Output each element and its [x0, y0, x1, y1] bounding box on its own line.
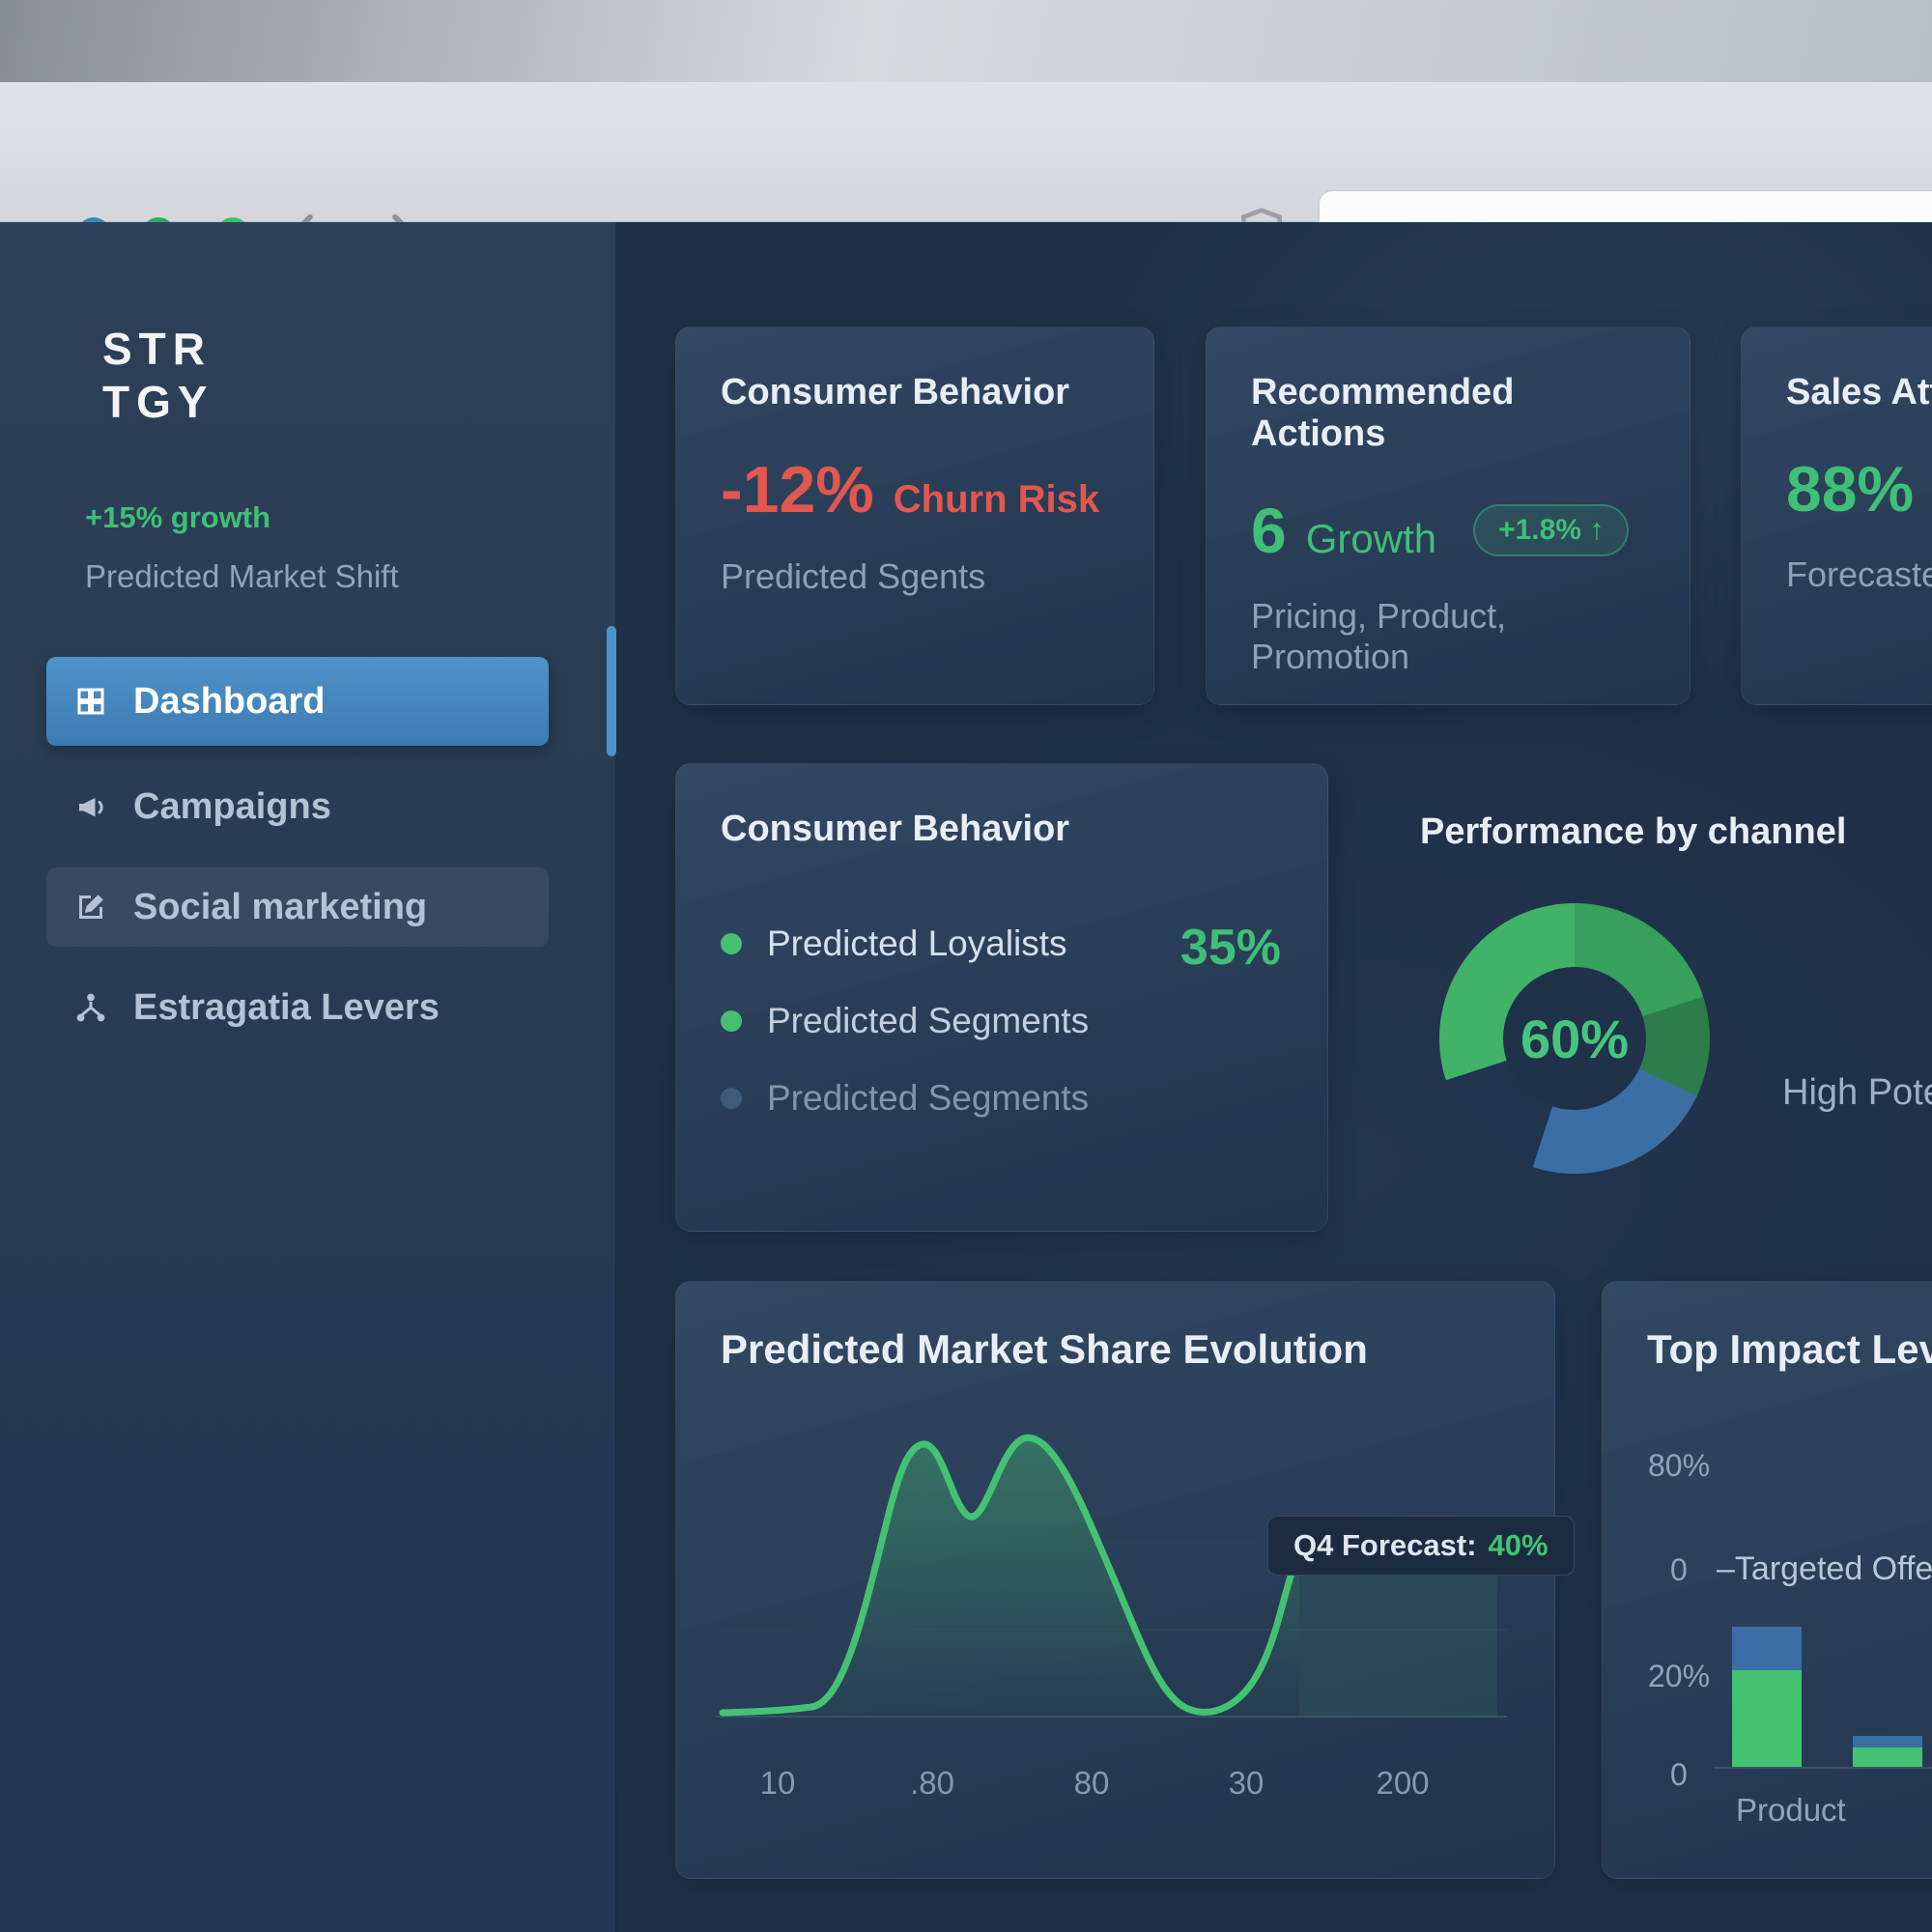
legend-dot-green-icon [721, 933, 742, 954]
card-title: Top Impact Levers [1647, 1326, 1932, 1372]
bar-cap-blue [1853, 1736, 1922, 1747]
x-axis-label: 80 [1073, 1765, 1110, 1801]
kpi-value-label: Churn Risk [893, 478, 1100, 521]
screen-top-gradient [0, 0, 1932, 82]
edit-icon [79, 895, 103, 919]
kpi-value-label: Growth [1305, 516, 1437, 561]
legend-dot-green-icon [721, 1010, 742, 1032]
x-axis-label: 200 [1376, 1765, 1430, 1801]
sidebar: STR TGY +15% growth Predicted Market Shi… [0, 222, 616, 1932]
y-axis-label: 80% [1648, 1448, 1711, 1483]
card-title: Sales Attribution [1786, 372, 1932, 412]
card-title: Recommended Actions [1251, 372, 1515, 454]
donut-center-value: 60% [1520, 1008, 1630, 1069]
trend-badge: +1.8% ↑ [1473, 504, 1630, 556]
bar-body-green [1853, 1747, 1922, 1767]
sidebar-item-label: Campaigns [133, 785, 331, 827]
kpi-subtitle: Forecasted [1786, 554, 1932, 594]
sidebar-item-dashboard[interactable]: Dashboard [46, 657, 549, 746]
card-title: Predicted Market Share Evolution [721, 1326, 1368, 1372]
card-market-share-evolution: Predicted Market Share Evolution Q4 Fore… [675, 1281, 1575, 1879]
active-nav-indicator [607, 626, 616, 756]
legend-label: Predicted Segments [767, 1078, 1090, 1118]
tooltip-value: 40% [1488, 1528, 1548, 1562]
sidebar-item-label: Social marketing [133, 886, 428, 927]
bar-secondary[interactable] [1853, 1736, 1922, 1767]
legend-label: Predicted Segments [767, 1001, 1090, 1040]
section-title-performance: Performance by channel [1420, 811, 1847, 852]
card-title: Consumer Behavior [721, 809, 1070, 849]
donut-side-label: High Potential [1782, 1072, 1932, 1113]
card-sales-attribution: Sales Attribution 88% Forecasted [1741, 327, 1932, 705]
card-top-impact-levers: Top Impact Levers 80% 0 –Targeted Offers… [1602, 1281, 1932, 1879]
browser-toolbar [0, 82, 1932, 279]
bar-product[interactable] [1732, 1627, 1802, 1767]
kpi-subtitle: Predicted Sgents [721, 556, 986, 596]
bar-body-green [1732, 1670, 1802, 1767]
bar-cap-blue [1732, 1627, 1802, 1670]
card-consumer-behavior-legend: Consumer Behavior Predicted Loyalists Pr… [675, 763, 1328, 1232]
x-axis-line [1714, 1767, 1932, 1769]
legend-item[interactable]: Predicted Segments [721, 991, 1283, 1051]
legend-dot-blue-icon [721, 1088, 742, 1109]
sidebar-item-estragatia-levers[interactable]: Estragatia Levers [46, 968, 549, 1047]
x-axis-label: 10 [759, 1765, 796, 1801]
legend-item[interactable]: Predicted Loyalists [721, 914, 1283, 974]
donut-hole: 60% [1503, 967, 1646, 1110]
dashboard-main: Consumer Behavior -12% Churn Risk Predic… [616, 222, 1932, 1932]
logo-line-2: TGY [102, 377, 214, 428]
sidebar-item-campaigns[interactable]: Campaigns [46, 767, 549, 846]
card-consumer-behavior-kpi: Consumer Behavior -12% Churn Risk Predic… [675, 327, 1154, 705]
legend-label: Predicted Loyalists [767, 923, 1067, 963]
x-axis-label: .80 [910, 1765, 954, 1801]
legend-value: 35% [1179, 920, 1281, 976]
donut-chart[interactable]: 60% [1439, 903, 1710, 1174]
sidebar-item-label: Estragatia Levers [133, 986, 440, 1028]
y-axis-label: 0 [1670, 1757, 1688, 1792]
legend-list: Predicted Loyalists Predicted Segments P… [721, 914, 1283, 1128]
targeted-offers-annotation: –Targeted Offers [1717, 1550, 1932, 1587]
kpi-value: -12% [721, 453, 874, 526]
growth-subtitle: Predicted Market Shift [85, 558, 399, 594]
forecast-tooltip: Q4 Forecast: 40% [1267, 1516, 1575, 1576]
card-title: Consumer Behavior [721, 372, 1070, 412]
sitemap-icon [76, 993, 105, 1022]
forecast-band [1299, 1552, 1497, 1717]
tooltip-label: Q4 Forecast: [1293, 1528, 1477, 1562]
line-chart[interactable] [715, 1388, 1517, 1813]
sidebar-item-label: Dashboard [133, 680, 326, 722]
card-recommended-actions: Recommended Actions 6 Growth +1.8% ↑ Pri… [1206, 327, 1690, 705]
sidebar-nav: Dashboard Campaigns Social marketing Est… [46, 657, 549, 1068]
trend-line [719, 1435, 1303, 1717]
kpi-subtitle: Pricing, Product, Promotion [1251, 596, 1507, 676]
kpi-value: 6 [1251, 495, 1287, 566]
x-axis-label: 30 [1228, 1765, 1264, 1801]
growth-stat: +15% growth [85, 500, 271, 534]
grid-icon [77, 688, 104, 715]
sidebar-item-social-marketing[interactable]: Social marketing [46, 867, 549, 947]
kpi-value: 88% [1786, 453, 1915, 525]
area-fill [723, 1437, 1299, 1717]
app-logo: STR TGY [102, 323, 214, 429]
bar-category-label: Product [1736, 1792, 1846, 1828]
legend-item[interactable]: Predicted Segments [721, 1068, 1283, 1128]
y-axis-label: 20% [1648, 1659, 1711, 1693]
megaphone-icon [79, 798, 103, 817]
y-axis-label: 0 [1670, 1552, 1688, 1587]
logo-line-1: STR [102, 324, 212, 374]
